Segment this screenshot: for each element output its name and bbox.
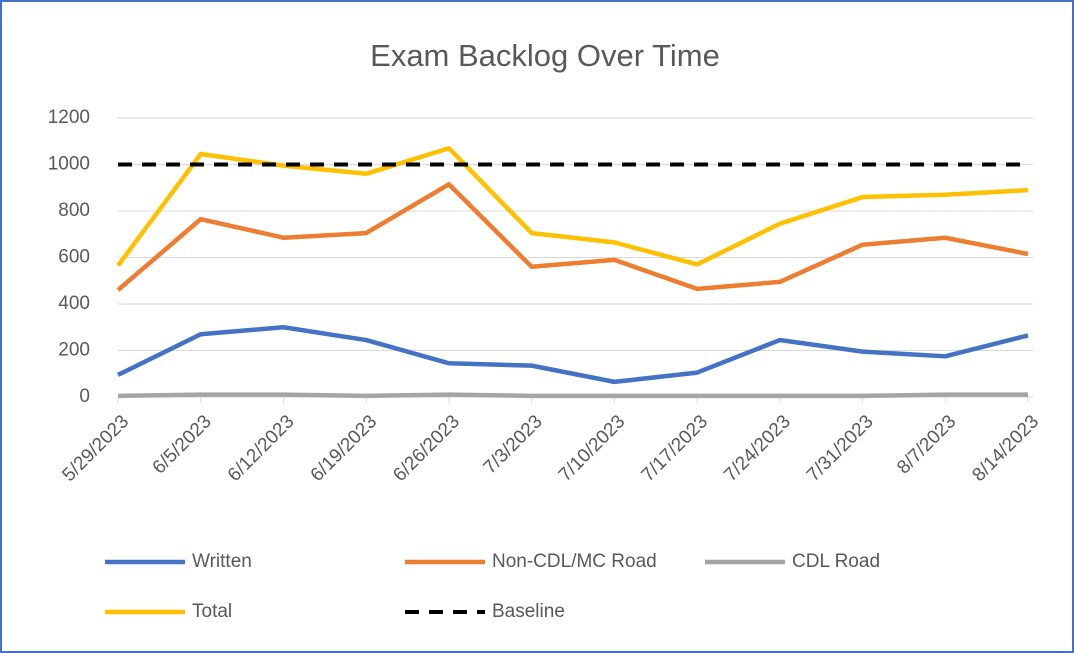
- legend-label: CDL Road: [792, 551, 880, 572]
- y-tick-label: 400: [58, 293, 90, 314]
- y-tick-label: 1200: [48, 107, 90, 128]
- y-tick-label: 600: [58, 247, 90, 268]
- y-tick-label: 200: [58, 340, 90, 361]
- chart-title: Exam Backlog Over Time: [370, 38, 720, 73]
- y-tick-label: 1000: [48, 154, 90, 175]
- legend-label: Written: [192, 551, 252, 572]
- legend-label: Baseline: [492, 601, 565, 622]
- series-line: [116, 182, 1029, 292]
- y-tick-label: 800: [58, 200, 90, 221]
- legend-label: Total: [192, 601, 232, 622]
- legend-label: Non-CDL/MC Road: [492, 551, 657, 572]
- series-line: [117, 392, 1028, 399]
- y-tick-label: 0: [79, 386, 90, 407]
- series-line: [117, 325, 1029, 385]
